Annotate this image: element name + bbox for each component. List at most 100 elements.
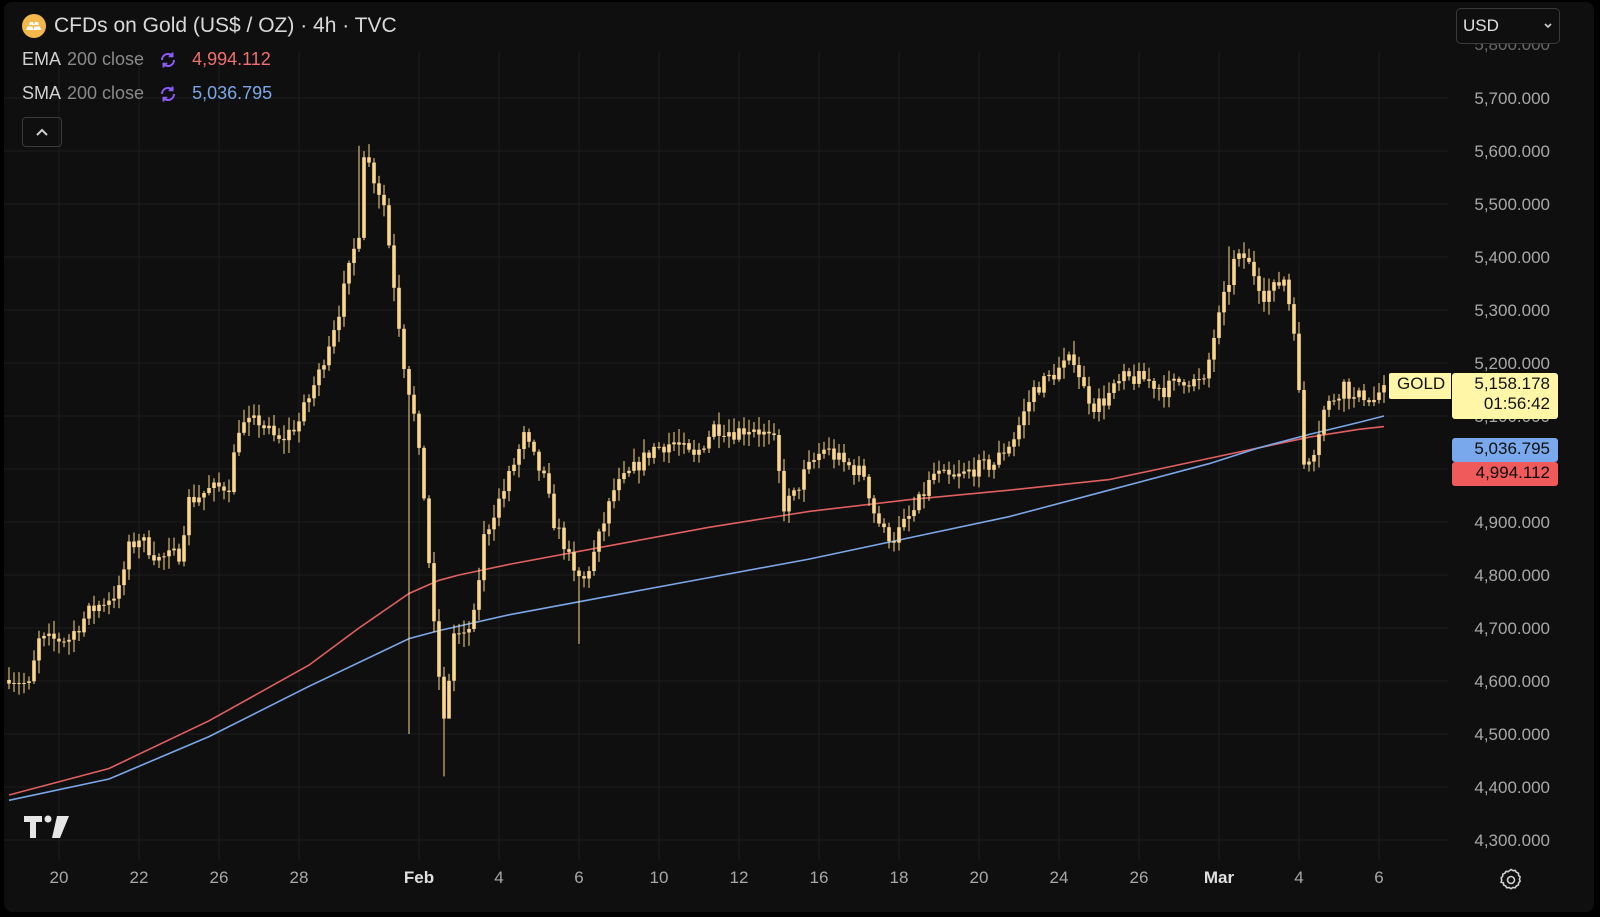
candle <box>1362 384 1366 407</box>
candle-body <box>1232 258 1236 286</box>
candle <box>17 672 21 695</box>
candle <box>227 479 231 503</box>
candle <box>407 365 411 734</box>
candle <box>387 198 391 249</box>
candle-body <box>17 682 21 684</box>
candle <box>7 667 11 690</box>
candle <box>1252 250 1256 285</box>
candle <box>312 376 316 407</box>
y-tick-label: 4,400.000 <box>1474 778 1550 797</box>
candle-body <box>1122 371 1126 382</box>
candle <box>112 585 116 609</box>
candle <box>1277 271 1281 289</box>
candle <box>137 533 141 559</box>
candle <box>92 595 96 624</box>
candle-body <box>157 556 161 561</box>
candle <box>972 457 976 487</box>
candle-body <box>457 633 461 635</box>
candle <box>337 305 341 342</box>
candle-body <box>117 585 121 599</box>
candle-body <box>1247 257 1251 262</box>
candle <box>307 394 311 413</box>
indicator-params: 200 close <box>67 49 145 69</box>
candle <box>812 452 816 469</box>
candle <box>662 443 666 462</box>
candle-body <box>702 448 706 450</box>
symbol-tag: GOLD <box>1389 373 1451 399</box>
candle-body <box>437 621 441 677</box>
candle <box>232 444 236 495</box>
candle <box>807 450 811 474</box>
candle-body <box>797 489 801 491</box>
candle <box>727 419 731 448</box>
candle-body <box>487 529 491 535</box>
candle <box>1202 374 1206 385</box>
candle-body <box>142 537 146 541</box>
indicator-ema[interactable]: EMA 200 close 4,994.112 <box>22 49 271 70</box>
candle-body <box>607 501 611 524</box>
candle-body <box>1012 439 1016 447</box>
candle <box>912 496 916 522</box>
candle-body <box>1337 398 1341 401</box>
candle <box>572 541 576 582</box>
candle-body <box>1357 390 1361 398</box>
candle-body <box>677 442 681 445</box>
candle-body <box>1227 285 1231 292</box>
candle-body <box>537 451 541 471</box>
candle-body <box>1102 398 1106 406</box>
candle <box>827 437 831 456</box>
candle-body <box>887 527 891 542</box>
price-chart[interactable]: 4,300.000 4,400.000 4,500.000 4,600.000 4,70… <box>4 2 1594 912</box>
candle <box>747 419 751 447</box>
candle-body <box>1277 282 1281 286</box>
candle-body <box>937 470 941 474</box>
indicator-sma[interactable]: SMA 200 close 5,036.795 <box>22 83 272 104</box>
candle-body <box>542 470 546 474</box>
candle <box>982 450 986 470</box>
candle-body <box>682 443 686 445</box>
candle-body <box>417 413 421 448</box>
candle-body <box>927 480 931 496</box>
candle-body <box>377 183 381 195</box>
candle-body <box>177 548 181 562</box>
candle-body <box>1017 425 1021 440</box>
x-tick-label: 20 <box>970 868 989 887</box>
candle <box>702 445 706 453</box>
candle <box>12 672 16 692</box>
candle-body <box>1262 290 1266 302</box>
candle-body <box>707 436 711 449</box>
candle-body <box>352 248 356 263</box>
candle <box>842 443 846 472</box>
candle-body <box>507 471 511 492</box>
candle <box>732 418 736 445</box>
candle-body <box>952 474 956 477</box>
candle-body <box>1042 376 1046 393</box>
candle <box>42 632 46 647</box>
symbol-title[interactable]: CFDs on Gold (US$ / OZ) · 4h · TVC <box>54 14 397 37</box>
chart-header[interactable]: CFDs on Gold (US$ / OZ) · 4h · TVC <box>22 14 397 38</box>
candle-body <box>632 461 636 471</box>
gear-icon[interactable] <box>1498 867 1524 893</box>
candle <box>772 423 776 441</box>
candle-body <box>1377 392 1381 400</box>
tradingview-logo-icon[interactable] <box>24 814 72 838</box>
currency-select[interactable]: USD <box>1456 8 1560 44</box>
collapse-legend-button[interactable] <box>22 117 62 147</box>
candle-body <box>467 628 471 633</box>
candle-body <box>1192 379 1196 387</box>
candle <box>577 567 581 644</box>
candle <box>422 445 426 501</box>
candle-body <box>812 460 816 462</box>
candle <box>167 537 171 569</box>
candle-body <box>752 429 756 432</box>
candle-body <box>502 491 506 499</box>
candle <box>372 158 376 194</box>
candle-body <box>1057 367 1061 380</box>
candle-body <box>837 452 841 460</box>
candle <box>102 598 106 613</box>
candle-body <box>1067 354 1071 361</box>
candle-body <box>1372 399 1376 403</box>
candle <box>1347 378 1351 410</box>
indicator-name: SMA <box>22 83 62 103</box>
candle-body <box>327 346 331 366</box>
